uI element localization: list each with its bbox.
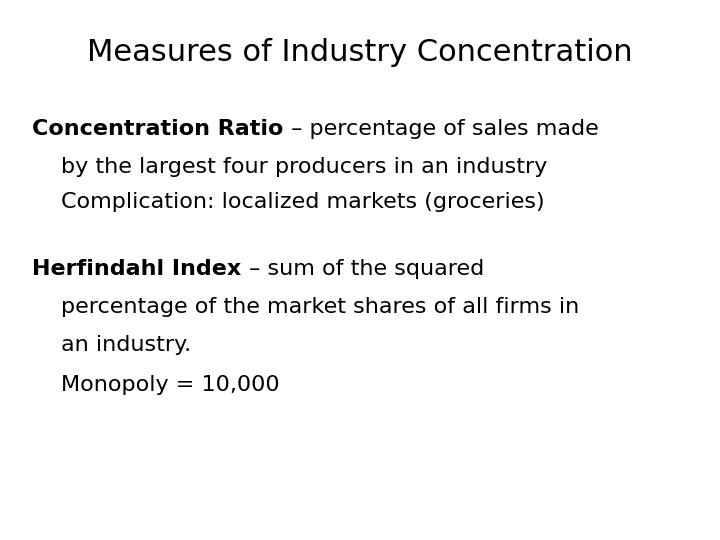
Text: percentage of the market shares of all firms in: percentage of the market shares of all f… — [61, 297, 580, 317]
Text: – percentage of sales made: – percentage of sales made — [284, 119, 598, 139]
Text: an industry.: an industry. — [61, 335, 192, 355]
Text: Measures of Industry Concentration: Measures of Industry Concentration — [87, 38, 633, 67]
Text: Herfindahl Index: Herfindahl Index — [32, 259, 242, 279]
Text: Monopoly = 10,000: Monopoly = 10,000 — [61, 375, 280, 395]
Text: by the largest four producers in an industry: by the largest four producers in an indu… — [61, 157, 548, 177]
Text: Concentration Ratio: Concentration Ratio — [32, 119, 284, 139]
Text: Complication: localized markets (groceries): Complication: localized markets (groceri… — [61, 192, 545, 212]
Text: – sum of the squared: – sum of the squared — [242, 259, 484, 279]
